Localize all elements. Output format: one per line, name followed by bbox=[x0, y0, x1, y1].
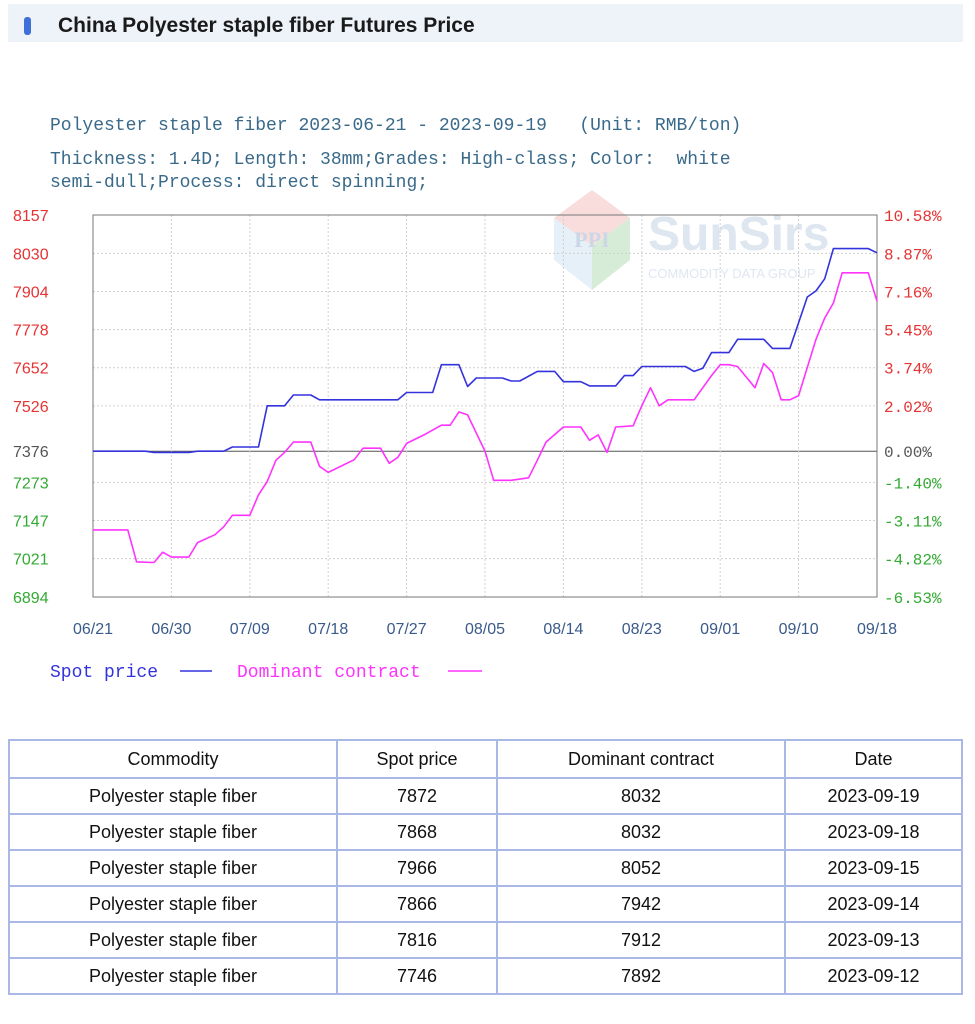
table-cell: 2023-09-12 bbox=[784, 957, 963, 995]
table-row: Polyester staple fiber 7866 7942 2023-09… bbox=[8, 885, 963, 923]
legend-spot-label: Spot price bbox=[50, 663, 158, 683]
header-bar: China Polyester staple fiber Futures Pri… bbox=[8, 4, 963, 42]
table-cell: 2023-09-13 bbox=[784, 921, 963, 959]
right-tick-label: 10.58% bbox=[884, 208, 942, 226]
legend: Spot price Dominant contract bbox=[50, 663, 482, 683]
left-tick-label: 7273 bbox=[13, 475, 49, 492]
table-cell: 2023-09-18 bbox=[784, 813, 963, 851]
table-header-date: Date bbox=[784, 739, 963, 779]
left-tick-label: 7376 bbox=[13, 444, 49, 461]
table-cell: 7872 bbox=[336, 777, 498, 815]
watermark-sub: COMMODITY DATA GROUP bbox=[648, 266, 816, 281]
right-tick-label: 3.74% bbox=[884, 361, 932, 379]
right-tick-label: 5.45% bbox=[884, 323, 932, 341]
series-group bbox=[93, 247, 878, 564]
series-line-dominant bbox=[93, 272, 878, 564]
left-axis: 8157 8030 7904 7778 7652 7526 7376 7273 7147 7021… bbox=[13, 208, 49, 607]
table-header-commodity: Commodity bbox=[8, 739, 338, 779]
table-cell: 7866 bbox=[336, 885, 498, 923]
table-cell: Polyester staple fiber bbox=[8, 957, 338, 995]
table-cell: 7816 bbox=[336, 921, 498, 959]
x-tick-label: 06/21 bbox=[73, 621, 113, 638]
table-cell: 7892 bbox=[496, 957, 786, 995]
right-tick-label: -1.40% bbox=[884, 475, 942, 493]
x-tick-label: 07/18 bbox=[308, 621, 348, 638]
plot-area-border bbox=[92, 214, 878, 598]
right-tick-label: -4.82% bbox=[884, 552, 942, 570]
chart-svg: PPI SunSirs COMMODITY DATA GROUP Polyest… bbox=[13, 116, 942, 683]
table-cell: Polyester staple fiber bbox=[8, 921, 338, 959]
right-tick-label: 8.87% bbox=[884, 246, 932, 264]
watermark: PPI SunSirs COMMODITY DATA GROUP bbox=[554, 190, 829, 290]
x-tick-label: 07/09 bbox=[230, 621, 270, 638]
left-tick-label: 6894 bbox=[13, 590, 49, 607]
price-chart: PPI SunSirs COMMODITY DATA GROUP Polyest… bbox=[0, 100, 975, 700]
table-row: Polyester staple fiber 7816 7912 2023-09… bbox=[8, 921, 963, 959]
table-cell: Polyester staple fiber bbox=[8, 849, 338, 887]
table-row: Polyester staple fiber 7872 8032 2023-09… bbox=[8, 777, 963, 815]
table-row: Polyester staple fiber 7966 8052 2023-09… bbox=[8, 849, 963, 887]
table-cell: 7942 bbox=[496, 885, 786, 923]
table-cell: 7746 bbox=[336, 957, 498, 995]
chart-title-line3: semi-dull;Process: direct spinning; bbox=[50, 173, 428, 193]
table-header-row: Commodity Spot price Dominant contract D… bbox=[8, 739, 963, 779]
page-title: China Polyester staple fiber Futures Pri… bbox=[58, 14, 475, 37]
table-cell: 7912 bbox=[496, 921, 786, 959]
table-header-dominant: Dominant contract bbox=[496, 739, 786, 779]
x-tick-label: 08/14 bbox=[543, 621, 583, 638]
table-cell: 2023-09-14 bbox=[784, 885, 963, 923]
x-axis: 06/21 06/30 07/09 07/18 07/27 08/05 08/14 08/23… bbox=[73, 621, 897, 638]
table-cell: 8032 bbox=[496, 813, 786, 851]
right-tick-label: -3.11% bbox=[884, 513, 942, 531]
left-tick-label: 7778 bbox=[13, 323, 49, 340]
right-tick-label: 0.00% bbox=[884, 444, 932, 462]
right-tick-label: 7.16% bbox=[884, 285, 932, 303]
watermark-logo-top-icon bbox=[554, 190, 630, 246]
left-tick-label: 7652 bbox=[13, 361, 49, 378]
chart-title-line1: Polyester staple fiber 2023-06-21 - 2023… bbox=[50, 116, 741, 136]
table-cell: 8052 bbox=[496, 849, 786, 887]
table-cell: Polyester staple fiber bbox=[8, 813, 338, 851]
right-tick-label: -6.53% bbox=[884, 590, 942, 608]
legend-dominant-label: Dominant contract bbox=[237, 663, 421, 683]
x-tick-label: 09/01 bbox=[700, 621, 740, 638]
right-tick-label: 2.02% bbox=[884, 399, 932, 417]
x-tick-label: 08/05 bbox=[465, 621, 505, 638]
x-tick-label: 07/27 bbox=[387, 621, 427, 638]
table-cell: 8032 bbox=[496, 777, 786, 815]
table-cell: 2023-09-19 bbox=[784, 777, 963, 815]
left-tick-label: 8030 bbox=[13, 246, 49, 263]
right-axis: 10.58% 8.87% 7.16% 5.45% 3.74% 2.02% 0.00% -1.4… bbox=[884, 208, 942, 608]
left-tick-label: 7021 bbox=[13, 552, 49, 569]
table-cell: Polyester staple fiber bbox=[8, 777, 338, 815]
price-table: Commodity Spot price Dominant contract D… bbox=[8, 739, 963, 995]
table-cell: 7966 bbox=[336, 849, 498, 887]
table-row: Polyester staple fiber 7868 8032 2023-09… bbox=[8, 813, 963, 851]
table-cell: Polyester staple fiber bbox=[8, 885, 338, 923]
table-cell: 7868 bbox=[336, 813, 498, 851]
table-cell: 2023-09-15 bbox=[784, 849, 963, 887]
left-tick-label: 8157 bbox=[13, 208, 49, 225]
header-accent-bar bbox=[24, 17, 31, 35]
x-tick-label: 09/18 bbox=[857, 621, 897, 638]
series-line-spot bbox=[93, 247, 878, 454]
x-tick-label: 09/10 bbox=[779, 621, 819, 638]
chart-title-line2: Thickness: 1.4D; Length: 38mm;Grades: Hi… bbox=[50, 150, 731, 170]
left-tick-label: 7904 bbox=[13, 285, 49, 302]
x-tick-label: 06/30 bbox=[151, 621, 191, 638]
watermark-brand: SunSirs bbox=[648, 208, 829, 261]
watermark-badge: PPI bbox=[574, 227, 609, 252]
left-tick-label: 7147 bbox=[13, 513, 49, 530]
watermark-logo-right-icon bbox=[592, 218, 630, 290]
table-header-spot: Spot price bbox=[336, 739, 498, 779]
table-row: Polyester staple fiber 7746 7892 2023-09… bbox=[8, 957, 963, 995]
x-tick-label: 08/23 bbox=[622, 621, 662, 638]
left-tick-label: 7526 bbox=[13, 399, 49, 416]
